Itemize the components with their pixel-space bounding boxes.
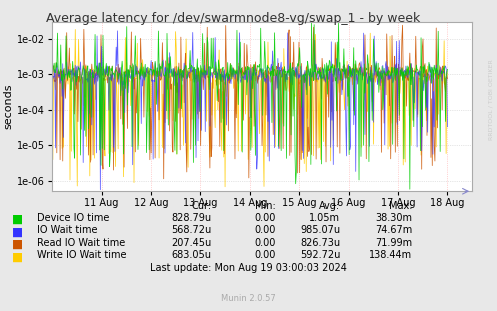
Text: ■: ■: [12, 238, 23, 251]
Text: Cur:: Cur:: [191, 201, 211, 211]
Text: 826.73u: 826.73u: [300, 238, 340, 248]
Text: Device IO time: Device IO time: [37, 213, 110, 223]
Text: 0.00: 0.00: [254, 238, 276, 248]
Text: IO Wait time: IO Wait time: [37, 225, 98, 235]
Text: 568.72u: 568.72u: [171, 225, 211, 235]
Text: 985.07u: 985.07u: [300, 225, 340, 235]
Text: 138.44m: 138.44m: [369, 250, 413, 260]
Text: 38.30m: 38.30m: [376, 213, 413, 223]
Text: RRDTOOL / TOBI OETIKER: RRDTOOL / TOBI OETIKER: [489, 59, 494, 140]
Text: 74.67m: 74.67m: [375, 225, 413, 235]
Text: Max:: Max:: [389, 201, 413, 211]
Text: 1.05m: 1.05m: [310, 213, 340, 223]
Text: 0.00: 0.00: [254, 250, 276, 260]
Text: Write IO Wait time: Write IO Wait time: [37, 250, 127, 260]
Text: Read IO Wait time: Read IO Wait time: [37, 238, 126, 248]
Text: 592.72u: 592.72u: [300, 250, 340, 260]
Text: Munin 2.0.57: Munin 2.0.57: [221, 294, 276, 303]
Y-axis label: seconds: seconds: [3, 84, 13, 129]
Text: 0.00: 0.00: [254, 225, 276, 235]
Text: 207.45u: 207.45u: [171, 238, 211, 248]
Text: Min:: Min:: [255, 201, 276, 211]
Text: 828.79u: 828.79u: [171, 213, 211, 223]
Text: ■: ■: [12, 213, 23, 226]
Text: ■: ■: [12, 225, 23, 239]
Text: 0.00: 0.00: [254, 213, 276, 223]
Text: 71.99m: 71.99m: [375, 238, 413, 248]
Text: Last update: Mon Aug 19 03:00:03 2024: Last update: Mon Aug 19 03:00:03 2024: [150, 263, 347, 273]
Text: 683.05u: 683.05u: [171, 250, 211, 260]
Text: Average latency for /dev/swarmnode8-vg/swap_1 - by week: Average latency for /dev/swarmnode8-vg/s…: [46, 12, 421, 25]
Text: ■: ■: [12, 250, 23, 263]
Text: Avg:: Avg:: [319, 201, 340, 211]
